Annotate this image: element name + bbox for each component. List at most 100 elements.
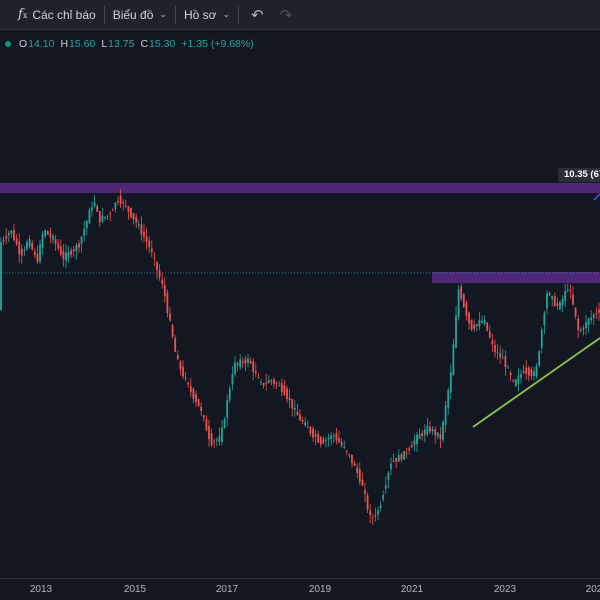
indicators-button[interactable]: fx Các chỉ báo — [0, 0, 104, 30]
chevron-down-icon: ⌄ — [159, 9, 167, 19]
candle-body — [26, 242, 28, 250]
candle-body — [582, 327, 585, 330]
candle-body — [39, 244, 41, 262]
candle-body — [67, 252, 70, 258]
candle-body — [538, 351, 541, 366]
candlestick-chart[interactable] — [0, 30, 600, 578]
candle-body — [548, 293, 551, 295]
candle-body — [93, 202, 96, 207]
candle-body — [202, 415, 205, 418]
candle-body — [135, 217, 138, 223]
candle-body — [267, 380, 270, 384]
candle-body — [429, 426, 431, 432]
candle-body — [236, 363, 239, 366]
candle-body — [2, 240, 5, 242]
candle-body — [483, 319, 486, 324]
fx-icon: fx — [18, 7, 28, 22]
candle-body — [83, 228, 86, 236]
time-axis[interactable]: 2013 2015 2017 2019 2021 2023 202 — [0, 578, 600, 600]
candle-body — [369, 510, 372, 516]
candle-body — [353, 463, 356, 466]
candle-body — [553, 296, 556, 306]
candle-body — [356, 467, 359, 473]
profile-button[interactable]: Hồ sơ ⌄ — [176, 0, 238, 30]
candle-body — [335, 433, 338, 441]
candle-body — [36, 253, 39, 262]
candle-body — [174, 338, 177, 352]
projection-line — [593, 193, 600, 201]
candle-body — [127, 206, 130, 212]
candle-body — [512, 380, 515, 382]
candle-body — [184, 377, 187, 379]
candle-body — [387, 473, 390, 480]
candle-body — [366, 495, 369, 510]
candle-body — [390, 463, 392, 470]
candle-body — [296, 411, 299, 416]
candle-body — [379, 505, 382, 509]
candle-body — [78, 243, 80, 248]
candle-body — [403, 451, 405, 460]
candle-body — [252, 361, 255, 372]
candle-body — [504, 356, 507, 368]
redo-button[interactable]: ↷ — [272, 0, 301, 30]
candle-body — [54, 239, 57, 244]
candle-body — [140, 224, 143, 235]
candle-body — [244, 359, 247, 364]
candle-body — [241, 361, 244, 364]
candle-body — [514, 379, 517, 386]
candle-body — [382, 494, 385, 500]
candle-body — [574, 307, 577, 317]
candle-body — [132, 213, 135, 220]
chart-type-button[interactable]: Biểu đồ ⌄ — [105, 0, 175, 30]
low-key: L — [101, 38, 108, 50]
candle-body — [158, 270, 161, 278]
candle-body — [436, 432, 439, 437]
trendline — [472, 337, 600, 428]
candle-body — [218, 435, 221, 443]
status-dot — [5, 41, 11, 47]
candle-body — [189, 386, 192, 393]
candle-body — [507, 367, 509, 369]
candle-body — [343, 447, 346, 448]
candle-body — [65, 252, 67, 261]
candle-body — [96, 205, 99, 212]
x-tick-label: 202 — [585, 584, 600, 595]
candle-body — [124, 205, 127, 207]
candle-body — [62, 251, 65, 260]
candle-body — [314, 434, 317, 437]
candle-body — [7, 233, 10, 235]
candle-body — [80, 236, 83, 244]
candle-body — [262, 383, 265, 386]
candle-body — [288, 397, 291, 401]
candle-body — [540, 329, 543, 348]
candle-body — [501, 357, 504, 359]
candle-body — [75, 245, 78, 251]
candle-body — [434, 429, 437, 436]
candle-body — [330, 435, 333, 439]
undo-button[interactable]: ↶ — [239, 0, 272, 30]
candle-body — [585, 322, 587, 329]
candle-body — [49, 233, 52, 238]
candle-body — [408, 448, 411, 451]
indicators-label: Các chỉ báo — [32, 7, 96, 22]
chevron-down-icon: ⌄ — [222, 9, 231, 19]
candle-body — [109, 213, 112, 215]
candle-body — [340, 442, 343, 446]
candle-body — [130, 208, 132, 218]
candle-body — [564, 291, 567, 301]
candle-body — [517, 375, 520, 385]
candle-body — [176, 355, 179, 360]
candle-body — [247, 358, 249, 363]
candle-body — [171, 325, 174, 337]
candle-body — [195, 394, 197, 403]
candle-body — [392, 461, 395, 463]
candle-body — [499, 353, 502, 358]
candle-body — [556, 303, 559, 306]
candle-body — [384, 485, 387, 489]
candle-body — [455, 315, 457, 348]
candle-body — [525, 367, 528, 374]
candle-body — [221, 427, 223, 442]
candle-body — [319, 437, 322, 445]
candle-body — [145, 236, 148, 242]
candle-body — [5, 235, 8, 239]
